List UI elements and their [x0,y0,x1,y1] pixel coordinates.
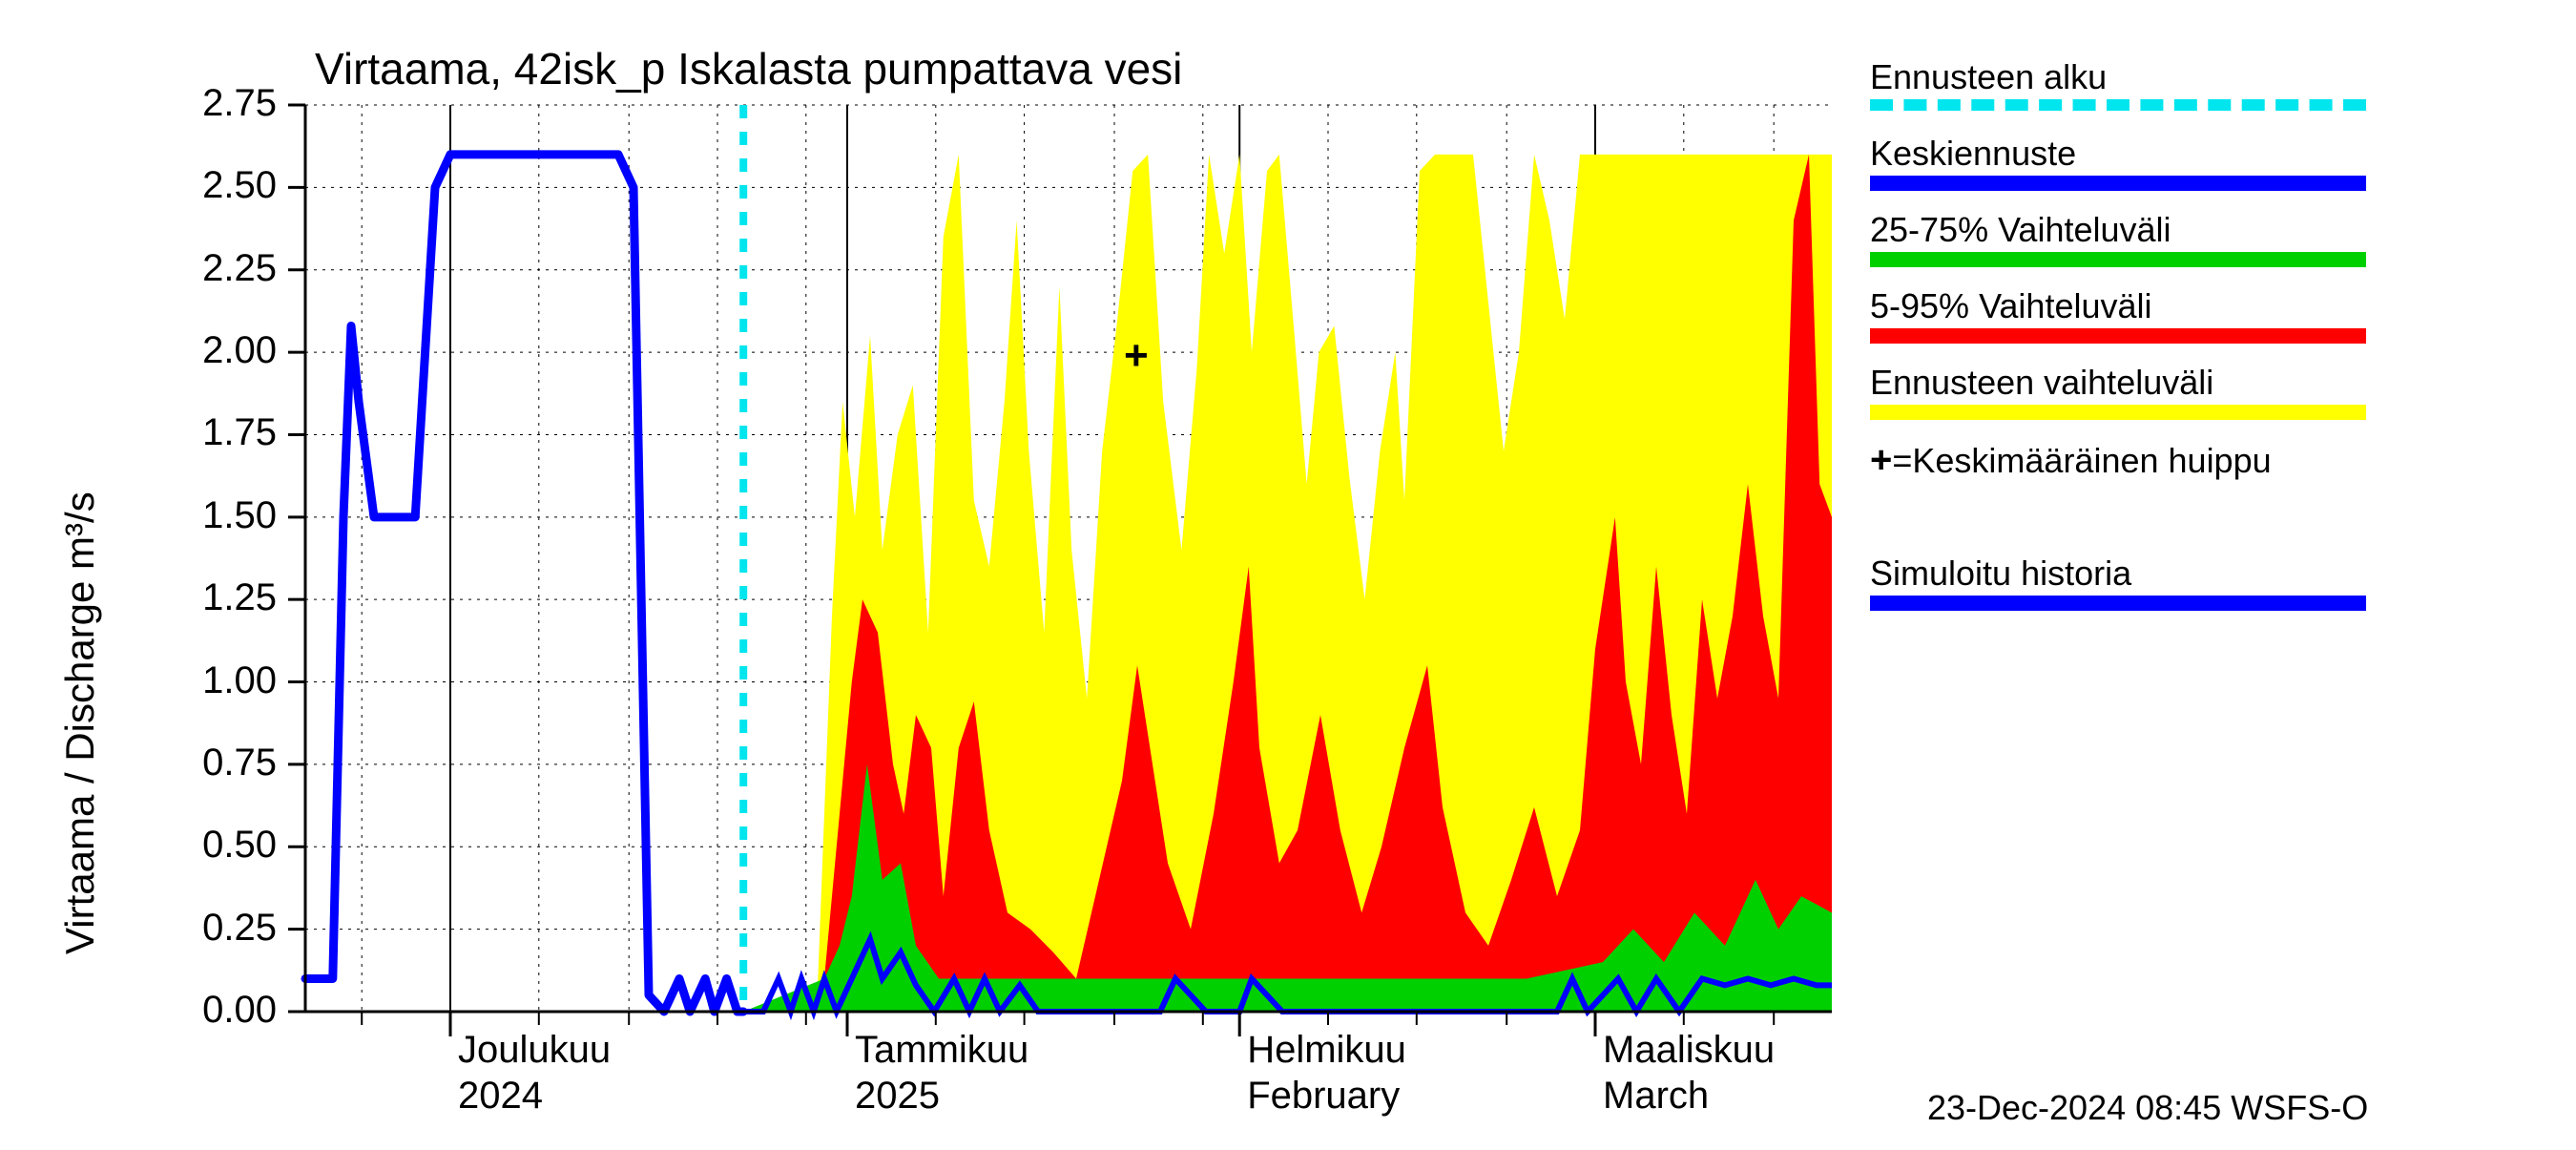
x-month-label: Maaliskuu [1603,1029,1775,1072]
x-month-label: Helmikuu [1247,1029,1406,1072]
y-tick: 2.25 [143,247,277,290]
x-month-sublabel: February [1247,1075,1400,1118]
legend-swatch [1870,405,2366,420]
legend-label: 25-75% Vaihteluväli [1870,210,2171,250]
chart-footer: 23-Dec-2024 08:45 WSFS-O [1927,1088,2368,1128]
chart-svg [0,0,2576,1145]
y-tick: 1.75 [143,411,277,454]
x-month-label: Tammikuu [855,1029,1028,1072]
x-month-label: Joulukuu [458,1029,611,1072]
discharge-forecast-chart: Virtaama, 42isk_p Iskalasta pumpattava v… [0,0,2576,1145]
y-tick: 1.00 [143,659,277,702]
x-month-sublabel: March [1603,1075,1709,1118]
y-tick: 2.75 [143,82,277,125]
y-tick: 0.50 [143,824,277,867]
y-tick: 1.50 [143,494,277,537]
chart-title: Virtaama, 42isk_p Iskalasta pumpattava v… [315,43,1182,94]
x-month-sublabel: 2025 [855,1075,940,1118]
y-tick: 0.25 [143,907,277,950]
y-tick: 0.00 [143,989,277,1032]
legend-label: Simuloitu historia [1870,554,2131,594]
y-tick: 0.75 [143,742,277,784]
plus-icon: + [1870,439,1892,481]
legend-swatch [1870,596,2366,611]
peak-marker: + [1124,332,1149,380]
x-month-sublabel: 2024 [458,1075,543,1118]
legend-label: Ennusteen vaihteluväli [1870,363,2213,403]
y-tick: 1.25 [143,576,277,619]
legend-swatch [1870,252,2366,267]
y-axis-label: Virtaama / Discharge m³/s [57,491,103,954]
y-tick: 2.00 [143,329,277,372]
legend-swatch [1870,99,2366,111]
legend-label: 5-95% Vaihteluväli [1870,286,2152,326]
legend-label: Keskiennuste [1870,134,2076,174]
legend-label: +=Keskimääräinen huippu [1870,439,2366,482]
legend-swatch [1870,176,2366,191]
y-tick: 2.50 [143,164,277,207]
legend-swatch [1870,328,2366,344]
legend-label: Ennusteen alku [1870,57,2107,97]
